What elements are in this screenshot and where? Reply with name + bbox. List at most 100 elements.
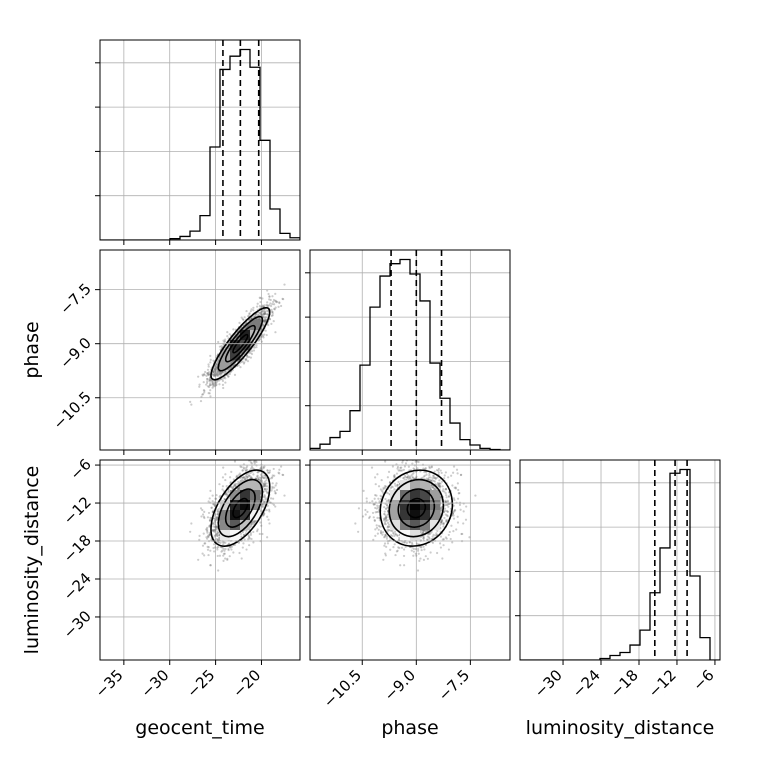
sample-point xyxy=(260,479,263,482)
sample-point xyxy=(275,488,279,492)
sample-point xyxy=(273,486,276,489)
histogram-geocent_time xyxy=(100,48,300,240)
sample-point xyxy=(240,465,243,469)
sample-point xyxy=(203,554,206,557)
sample-point xyxy=(230,361,233,364)
sample-point xyxy=(213,550,216,553)
sample-point xyxy=(258,304,261,308)
sample-point xyxy=(261,334,265,338)
panel-frame xyxy=(99,459,301,661)
sample-point xyxy=(263,333,266,336)
sample-point xyxy=(269,298,272,302)
sample-point xyxy=(247,355,251,359)
sample-point xyxy=(265,333,268,337)
sample-point xyxy=(221,540,224,544)
sample-point xyxy=(439,521,442,524)
sample-point xyxy=(246,475,249,478)
sample-point xyxy=(262,466,265,469)
sample-point xyxy=(248,474,251,477)
sample-point xyxy=(377,524,381,528)
sample-point xyxy=(215,383,218,386)
sample-point xyxy=(270,314,273,317)
sample-point xyxy=(222,339,225,342)
sample-point xyxy=(211,529,215,532)
sample-point xyxy=(228,555,231,558)
sample-point xyxy=(268,295,271,298)
sample-point xyxy=(216,548,219,551)
density-cell xyxy=(230,490,241,501)
sample-point xyxy=(257,317,260,320)
sample-point xyxy=(264,316,268,319)
sample-point xyxy=(248,544,251,547)
sample-point xyxy=(267,471,271,475)
sample-point xyxy=(431,479,434,482)
contour-level-3 xyxy=(210,306,271,381)
sample-point xyxy=(220,371,223,374)
sample-point xyxy=(215,363,218,366)
sample-point xyxy=(422,535,425,538)
sample-point xyxy=(262,483,265,486)
sample-point xyxy=(425,471,428,474)
sample-point xyxy=(243,476,246,479)
sample-point xyxy=(261,313,264,316)
sample-point xyxy=(216,546,219,549)
sample-point xyxy=(383,518,387,521)
sample-point xyxy=(217,541,220,544)
sample-point xyxy=(248,318,251,321)
sample-point xyxy=(377,506,380,509)
sample-point xyxy=(450,524,453,527)
sample-point xyxy=(209,516,212,519)
sample-point xyxy=(218,495,221,498)
sample-point xyxy=(202,389,206,392)
sample-point xyxy=(405,476,409,479)
sample-point xyxy=(240,316,243,319)
sample-point xyxy=(437,469,440,472)
sample-point xyxy=(237,364,240,367)
sample-point xyxy=(216,516,219,519)
sample-point xyxy=(204,370,207,374)
sample-point xyxy=(270,308,273,311)
sample-point xyxy=(199,507,203,510)
sample-point xyxy=(207,373,210,377)
sample-point xyxy=(233,543,237,547)
sample-point xyxy=(262,505,265,508)
sample-point xyxy=(262,500,266,503)
sample-point xyxy=(217,340,220,344)
sample-point xyxy=(275,301,278,304)
sample-point xyxy=(233,363,236,366)
sample-point xyxy=(264,318,267,321)
density-cell xyxy=(240,340,251,351)
sample-point xyxy=(214,546,217,549)
sample-point xyxy=(209,361,212,364)
sample-point xyxy=(239,532,243,535)
sample-point xyxy=(252,523,255,526)
sample-point xyxy=(208,384,212,387)
sample-point xyxy=(270,457,272,459)
sample-point xyxy=(373,497,376,500)
sample-point xyxy=(411,476,414,479)
sample-point xyxy=(201,373,204,376)
sample-point xyxy=(202,381,205,384)
histogram-phase xyxy=(310,258,510,450)
sample-point xyxy=(253,520,256,523)
sample-point xyxy=(252,473,255,476)
sample-point xyxy=(262,483,265,486)
sample-point xyxy=(209,564,212,567)
sample-point xyxy=(246,465,249,468)
sample-point xyxy=(241,531,244,534)
sample-point xyxy=(207,385,211,389)
sample-point xyxy=(206,368,210,371)
sample-point xyxy=(245,325,248,328)
sample-point xyxy=(444,536,447,539)
scatter-geocent_time-luminosity_distance xyxy=(189,457,286,572)
sample-point xyxy=(209,379,212,382)
sample-point xyxy=(237,488,240,491)
sample-point xyxy=(425,473,428,476)
sample-point xyxy=(260,313,263,317)
sample-point xyxy=(215,373,218,377)
sample-point xyxy=(213,374,216,378)
sample-point xyxy=(273,474,276,477)
sample-point xyxy=(263,488,266,491)
sample-point xyxy=(206,381,209,385)
y-tick-label: −7.5 xyxy=(56,280,94,318)
